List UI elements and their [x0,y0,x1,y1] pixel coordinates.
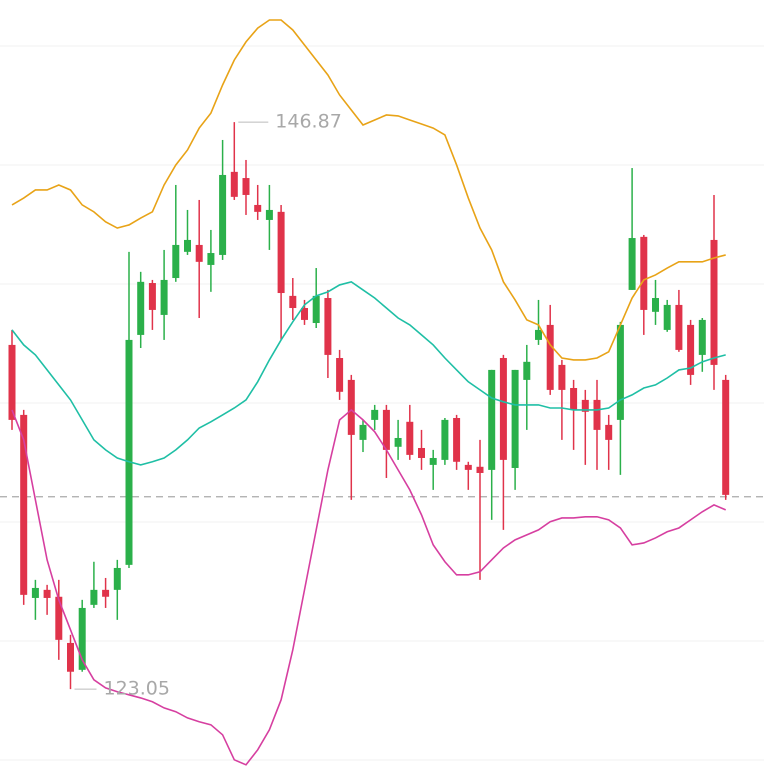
candle-body [265,209,273,220]
candle-body [628,238,636,290]
candle-body [301,308,308,320]
candle-body [336,358,344,392]
candle-body [78,607,86,670]
candle-body [441,419,449,460]
candle-body [394,437,402,447]
candle-body [652,298,659,312]
candle-body [640,236,648,310]
candle-body [184,239,191,252]
candle-body [453,417,461,462]
candle-body [406,421,414,455]
candle-body [312,295,320,324]
candle-body [148,283,156,310]
candle-body [137,281,145,335]
candle-body [429,457,437,465]
candle-body [55,596,63,640]
candle-body [195,244,203,262]
candle-body [160,279,168,315]
candle-body [523,361,531,380]
candle-body [230,171,238,197]
candle-body [125,339,133,565]
ma-line [11,408,727,766]
max-label: 146.87 [275,111,341,133]
candle-body [242,178,250,195]
candle-body [663,304,671,330]
candle-body [570,388,578,410]
candle-body [511,369,519,468]
candle-body [67,642,74,672]
candle-body [546,324,554,390]
candle-body [254,204,262,212]
candle-body [616,324,624,420]
min-label: 123.05 [104,678,170,700]
candle-body [535,329,542,340]
candle-body [207,253,215,265]
candle-body [675,304,683,350]
candle-body [581,399,589,412]
candle-body [43,589,51,598]
ma-line [11,19,726,361]
candle-body [476,466,484,473]
candle-body [347,379,355,435]
candle-body [20,414,28,595]
ma-line [11,280,726,466]
candle-body [488,369,496,470]
candle-body [710,239,718,365]
candle-body [90,589,98,605]
candle-body [371,409,379,420]
candle-body [605,424,613,440]
candle-body [324,298,332,355]
candle-body [382,409,390,450]
candle-body [593,399,601,430]
candle-body [277,211,285,294]
candle-body [8,344,16,420]
candle-body [499,358,507,460]
candle-body [172,244,180,279]
candle-body [289,295,297,309]
candle-body [31,587,39,598]
candle-body [219,174,227,255]
candle-body [558,364,566,390]
candle-body [359,424,367,440]
candle-body [418,447,425,458]
candle-body [102,589,110,597]
candle-body [722,379,730,495]
background-grid [0,45,764,761]
candle-body [698,319,706,355]
candle-body [687,324,695,375]
candle-body [464,464,472,470]
candle-body [113,567,121,590]
